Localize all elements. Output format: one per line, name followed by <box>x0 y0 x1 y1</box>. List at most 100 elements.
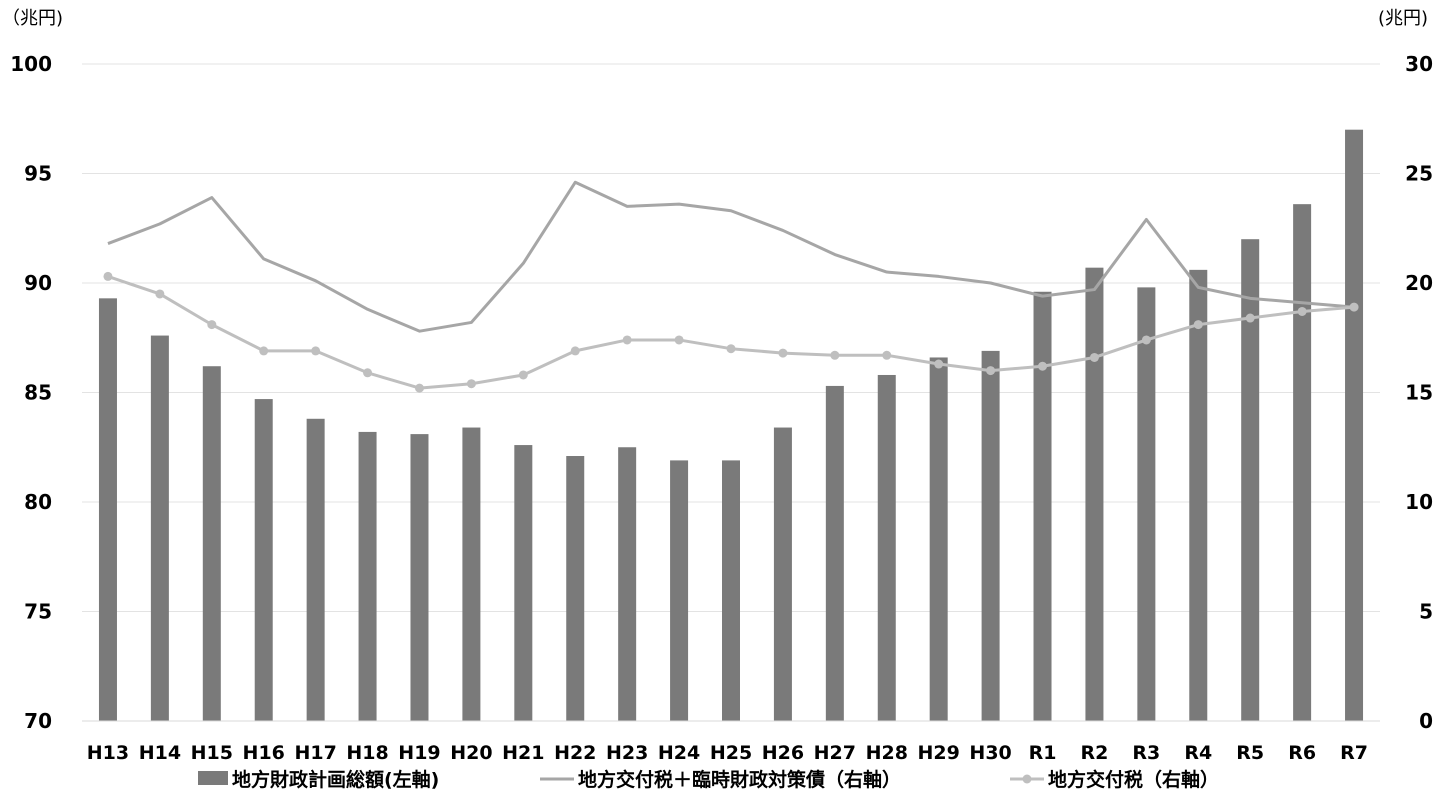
line-marker <box>830 350 840 360</box>
category-label: H30 <box>969 742 1011 764</box>
bar <box>254 399 273 721</box>
category-label: H16 <box>243 742 285 764</box>
category-label: H21 <box>502 742 544 764</box>
bar <box>150 335 169 721</box>
category-label: H17 <box>294 742 336 764</box>
category-label: H24 <box>658 742 700 764</box>
category-label: H14 <box>139 742 181 764</box>
line-marker <box>155 289 165 299</box>
line-marker <box>363 368 373 378</box>
left-axis-unit: （兆円) <box>2 8 63 29</box>
bar <box>514 445 533 721</box>
bar <box>773 427 792 721</box>
bar <box>1189 269 1208 721</box>
line-marker <box>570 346 580 356</box>
legend: 地方財政計画総額(左軸) 地方交付税＋臨時財政対策債（右軸） 地方交付税（右軸） <box>198 768 1219 791</box>
line-marker <box>414 383 424 393</box>
right-tick-label: 25 <box>1405 162 1433 186</box>
line-marker <box>1089 352 1099 362</box>
gridlines <box>82 63 1380 612</box>
legend-swatch-bar <box>198 771 228 785</box>
left-tick-label: 70 <box>24 709 52 733</box>
category-label: R5 <box>1236 742 1264 764</box>
bar <box>825 385 844 721</box>
category-label: H15 <box>191 742 233 764</box>
category-label: H25 <box>710 742 752 764</box>
line-series <box>103 180 1359 393</box>
bar <box>202 366 221 721</box>
bar <box>462 427 481 721</box>
category-label: R6 <box>1288 742 1316 764</box>
legend-label: 地方財政計画総額(左軸) <box>232 768 439 791</box>
bar <box>670 460 689 721</box>
line-marker <box>207 320 217 330</box>
line-marker <box>1141 335 1151 345</box>
left-tick-label: 100 <box>10 52 52 76</box>
right-tick-label: 30 <box>1405 52 1433 76</box>
line-marker <box>1038 361 1048 371</box>
bar <box>410 434 429 721</box>
line-marker <box>622 335 632 345</box>
line-marker <box>882 350 892 360</box>
bar <box>722 460 740 721</box>
bar <box>1137 287 1156 721</box>
bar <box>981 350 1000 721</box>
right-tick-label: 15 <box>1405 381 1433 405</box>
legend-swatch-marker <box>1022 774 1032 784</box>
category-label: H22 <box>554 742 596 764</box>
category-label: R1 <box>1029 742 1057 764</box>
left-tick-label: 95 <box>24 162 52 186</box>
left-tick-label: 75 <box>24 600 52 624</box>
line-marker <box>934 359 944 369</box>
legend-label: 地方交付税（右軸） <box>1048 768 1219 791</box>
line-marker <box>1349 302 1359 312</box>
line-marker <box>259 346 269 356</box>
category-label: H20 <box>450 742 492 764</box>
category-label: R2 <box>1081 742 1109 764</box>
category-label: R4 <box>1184 742 1212 764</box>
line-marker <box>466 379 476 389</box>
bar <box>1033 291 1052 721</box>
category-label: H26 <box>762 742 804 764</box>
right-tick-label: 5 <box>1419 600 1433 624</box>
bar <box>929 357 948 721</box>
category-label: H18 <box>346 742 388 764</box>
line-marker <box>518 370 528 380</box>
line-marker <box>674 335 684 345</box>
left-tick-label: 85 <box>24 381 52 405</box>
bar <box>358 431 377 721</box>
right-tick-label: 10 <box>1405 490 1433 514</box>
bar-series-total <box>98 129 1364 721</box>
line-marker <box>1297 306 1307 316</box>
bar <box>1241 239 1260 721</box>
left-tick-label: 80 <box>24 490 52 514</box>
category-label: H28 <box>866 742 908 764</box>
line-marker <box>311 346 321 356</box>
line-series-tax-plus-bonds <box>107 180 1355 333</box>
line-marker <box>726 344 736 354</box>
category-label: H29 <box>918 742 960 764</box>
line-marker <box>1245 313 1255 323</box>
bar <box>877 374 896 721</box>
axes: 70 75 80 85 90 95 100 0 5 10 15 20 25 30 H13 H14 H15 H16 H… <box>10 52 1433 764</box>
bar <box>618 447 637 721</box>
right-tick-label: 20 <box>1405 271 1433 295</box>
bar <box>1293 204 1312 721</box>
category-label: R7 <box>1340 742 1368 764</box>
line-series-tax <box>107 275 1355 390</box>
left-tick-label: 90 <box>24 271 52 295</box>
category-label: H19 <box>398 742 440 764</box>
bar <box>98 298 117 721</box>
bar <box>1085 267 1104 721</box>
category-label: R3 <box>1132 742 1160 764</box>
bar <box>1345 129 1364 721</box>
category-label: H13 <box>87 742 129 764</box>
line-marker <box>1193 320 1203 330</box>
bar <box>566 456 585 721</box>
right-tick-label: 0 <box>1419 709 1433 733</box>
category-label: H27 <box>814 742 856 764</box>
category-label: H23 <box>606 742 648 764</box>
line-marker <box>103 271 113 281</box>
bar <box>306 418 325 721</box>
